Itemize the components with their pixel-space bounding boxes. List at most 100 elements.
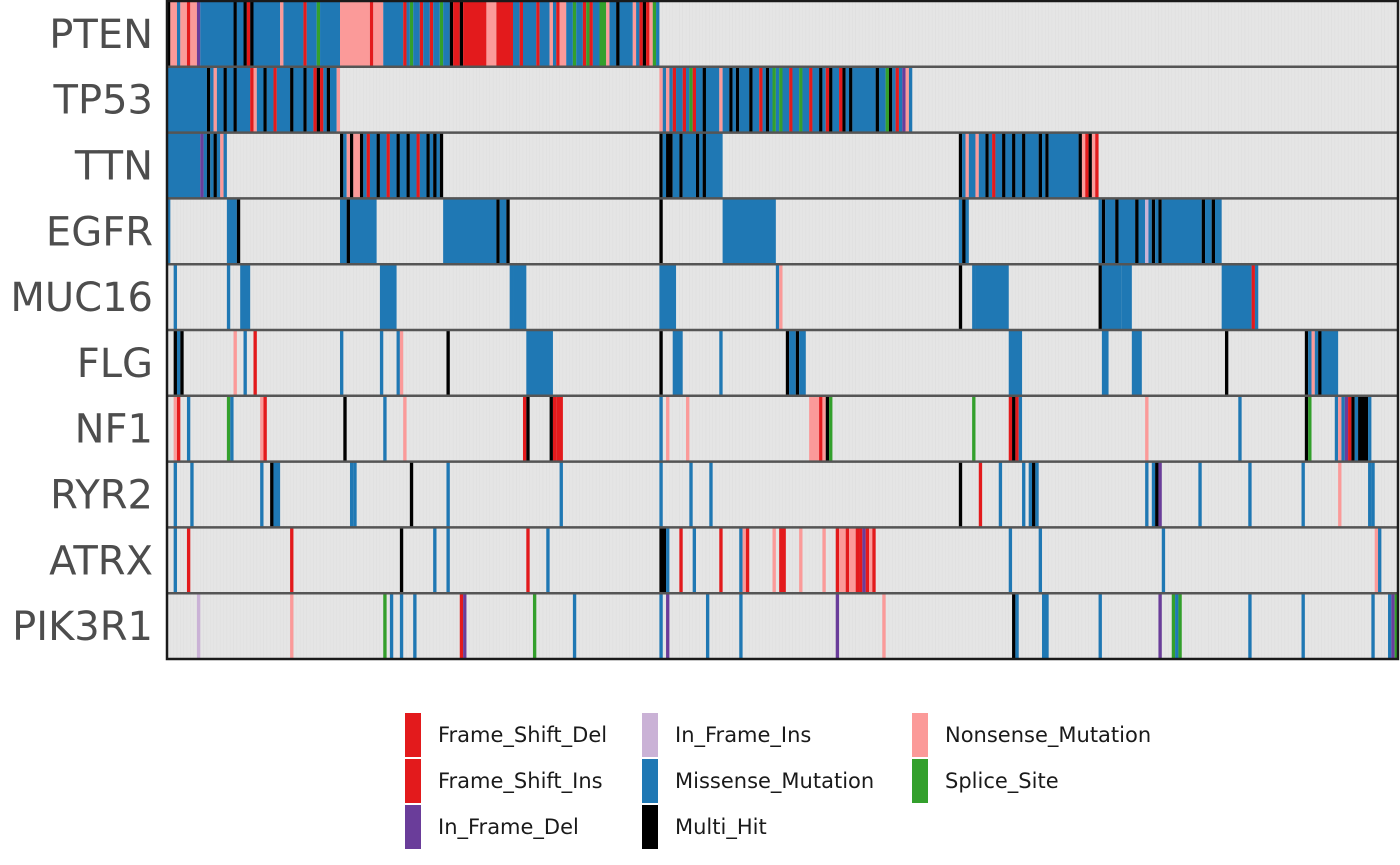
mutation-cell-pik3r1 (463, 593, 467, 659)
mutation-cell-ttn (705, 133, 723, 198)
mutation-cell-tp53 (729, 67, 733, 133)
mutation-cell-tp53 (875, 67, 879, 133)
mutation-cell-ryr2 (1158, 462, 1162, 527)
mutation-cell-egfr (1138, 198, 1146, 264)
mutation-cell-ttn (349, 133, 354, 198)
mutation-cell-atrx (872, 527, 876, 593)
mutation-cell-muc16 (1224, 264, 1252, 330)
mutation-cell-pik3r1 (739, 593, 743, 659)
mutation-cell-muc16 (659, 264, 677, 330)
mutation-cell-pik3r1 (1015, 593, 1019, 659)
mutation-cell-ttn (359, 133, 364, 198)
mutation-cell-tp53 (223, 67, 227, 133)
mutation-cell-egfr (958, 198, 963, 264)
mutation-cell-ttn (679, 133, 683, 198)
mutation-cell-pten (656, 1, 660, 67)
mutation-cell-flg (785, 330, 790, 396)
mutation-cell-atrx (835, 527, 840, 593)
mutation-cell-pten (186, 1, 191, 67)
mutation-cell-ttn (988, 133, 993, 198)
mutation-cell-tp53 (669, 67, 673, 133)
mutation-cell-pten (180, 1, 187, 67)
mutation-cell-pten (556, 1, 560, 67)
mutation-cell-atrx (822, 527, 826, 593)
mutation-cell-pik3r1 (1371, 593, 1375, 659)
mutation-cell-ttn (409, 133, 417, 198)
mutation-cell-pten (449, 1, 454, 67)
mutation-cell-tp53 (789, 67, 793, 133)
mutation-cell-tp53 (759, 67, 763, 133)
mutation-cell-pten (642, 1, 647, 67)
mutation-cell-muc16 (1101, 264, 1122, 330)
mutation-cell-tp53 (213, 67, 217, 133)
mutation-cell-ryr2 (978, 462, 983, 527)
mutation-cell-ttn (433, 133, 437, 198)
mutation-cell-ttn (1048, 133, 1079, 198)
gene-label-muc16: MUC16 (10, 275, 153, 321)
mutation-cell-ttn (439, 133, 444, 198)
mutation-cell-atrx (779, 527, 783, 593)
mutation-cell-ttn (1002, 133, 1006, 198)
mutation-cell-tp53 (689, 67, 693, 133)
mutation-cell-tp53 (845, 67, 850, 133)
mutation-cell-egfr (1158, 198, 1162, 264)
mutation-cell-egfr (1201, 198, 1206, 264)
mutation-cell-ryr2 (349, 462, 354, 527)
mutation-cell-ttn (1022, 133, 1026, 198)
mutation-cell-pten (320, 1, 340, 67)
mutation-cell-nf1 (1012, 396, 1016, 462)
mutation-cell-ttn (340, 133, 344, 198)
mutation-cell-flg (799, 330, 806, 396)
mutation-cell-flg (719, 330, 723, 396)
mutation-cell-tp53 (682, 67, 687, 133)
mutation-cell-egfr (1161, 198, 1202, 264)
mutation-cell-atrx (782, 527, 786, 593)
mutation-cell-atrx (839, 527, 846, 593)
mutation-cell-nf1 (1238, 396, 1242, 462)
mutation-cell-pten (539, 1, 550, 67)
mutation-cell-atrx (845, 527, 850, 593)
mutation-cell-egfr (499, 198, 507, 264)
mutation-cell-pik3r1 (459, 593, 464, 659)
mutation-cell-muc16 (958, 264, 963, 330)
mutation-cell-ttn (1025, 133, 1039, 198)
mutation-cell-atrx (862, 527, 866, 593)
mutation-cell-pten (433, 1, 440, 67)
mutation-cell-muc16 (1098, 264, 1102, 330)
mutation-cell-tp53 (769, 67, 773, 133)
mutation-cell-nf1 (173, 396, 177, 462)
mutation-cell-pten (283, 1, 304, 67)
mutation-cell-ttn (216, 133, 221, 198)
mutation-cell-pik3r1 (413, 593, 417, 659)
mutation-cell-pik3r1 (383, 593, 387, 659)
mutation-cell-tp53 (266, 67, 274, 133)
mutation-cell-nf1 (1145, 396, 1149, 462)
mutation-cell-pten (170, 1, 177, 67)
mutation-cell-pten (616, 1, 620, 67)
mutation-cell-ttn (985, 133, 989, 198)
mutation-cell-ttn (366, 133, 370, 198)
mutation-cell-tp53 (705, 67, 720, 133)
mutation-cell-nf1 (260, 396, 264, 462)
mutation-cell-tp53 (290, 67, 294, 133)
mutation-cell-tp53 (772, 67, 776, 133)
mutation-cell-flg (1311, 330, 1315, 396)
mutation-cell-pik3r1 (532, 593, 537, 659)
mutation-cell-nf1 (1341, 396, 1345, 462)
mutation-cell-ryr2 (1035, 462, 1039, 527)
mutation-cell-atrx (290, 527, 294, 593)
mutation-cell-nf1 (383, 396, 387, 462)
mutation-cell-pik3r1 (1178, 593, 1182, 659)
mutation-cell-tp53 (702, 67, 706, 133)
mutation-cell-nf1 (825, 396, 830, 462)
mutation-cell-ttn (206, 133, 211, 198)
mutation-cell-nf1 (1358, 396, 1369, 462)
mutation-cell-ttn (220, 133, 224, 198)
mutation-cell-nf1 (556, 396, 563, 462)
mutation-cell-pik3r1 (1391, 593, 1395, 659)
mutation-cell-nf1 (1351, 396, 1355, 462)
mutation-cell-atrx (1374, 527, 1379, 593)
mutation-cell-nf1 (819, 396, 823, 462)
mutation-cell-atrx (1161, 527, 1166, 593)
mutation-cell-tp53 (676, 67, 683, 133)
